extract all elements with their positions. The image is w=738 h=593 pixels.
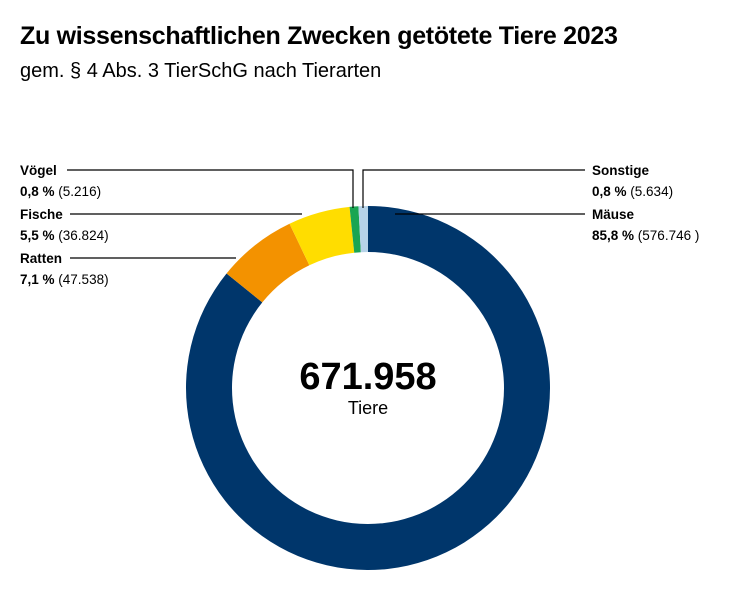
label-fische: Fische 5,5 % (36.824) [20,207,109,243]
slice-ratten [226,223,310,303]
chart-subtitle: gem. § 4 Abs. 3 TierSchG nach Tierarten [20,60,382,82]
slice-sonstige [358,206,368,253]
slice-vögel [349,206,361,253]
total-label: Tiere [347,398,389,418]
label-voegel: Vögel 0,8 % (5.216) [20,163,102,199]
leader-line-voegel [67,169,354,208]
leader-line-sonstige [362,169,585,208]
label-sonstige: Sonstige 0,8 % (5.634) [592,163,674,199]
chart-title: Zu wissenschaftlichen Zwecken getötete T… [20,22,618,50]
slice-fische [289,206,355,266]
label-maeuse: Mäuse 85,8 % (576.746 ) [592,207,700,243]
total-value: 671.958 [299,356,437,398]
label-ratten: Ratten 7,1 % (47.538) [20,251,109,287]
